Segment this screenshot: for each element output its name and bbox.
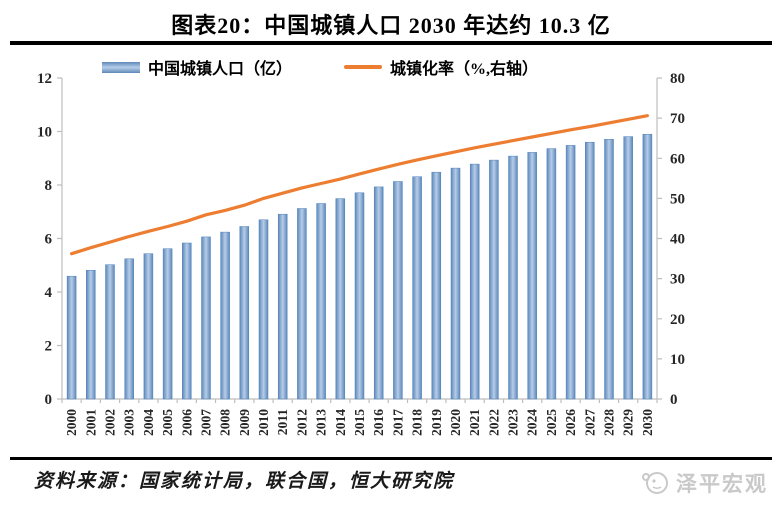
population-bar-2014 [335,198,346,400]
legend-item-urbanization: 城镇化率（%,右轴） [344,55,538,79]
population-bar-2007 [201,236,211,400]
right-axis-tick-label: 50 [670,191,685,207]
population-bar-2010 [258,219,269,400]
year-label-2006: 2006 [179,409,194,436]
population-bar-2023 [508,155,518,400]
year-label-2018: 2018 [410,409,425,436]
population-bar-2006 [182,242,192,400]
chart-title: 图表20：中国城镇人口 2030 年达约 10.3 亿 [171,13,611,38]
population-bar-2004 [143,253,154,400]
watermark-text: 泽平宏观 [676,472,768,496]
line-series-swatch-icon [344,65,383,69]
year-label-2029: 2029 [621,409,636,436]
population-bar-2016 [373,186,384,400]
year-label-2020: 2020 [448,409,463,436]
population-bar-2017 [393,181,403,400]
year-label-2027: 2027 [582,409,597,436]
year-label-2028: 2028 [602,409,617,436]
population-bar-2015 [354,192,365,400]
year-label-2015: 2015 [352,409,367,436]
axes [57,77,662,403]
year-label-2005: 2005 [160,409,175,436]
year-label-2014: 2014 [333,409,348,436]
right-axis-tick-label: 80 [670,71,685,87]
population-bar-2011 [277,213,288,400]
legend-label-population: 中国城镇人口（亿） [148,61,293,78]
population-bar-2029 [623,136,633,400]
population-bar-2019 [431,171,442,400]
year-label-2010: 2010 [256,409,271,436]
year-label-2008: 2008 [218,409,233,436]
left-axis-tick-label: 10 [37,125,52,141]
bar-series-swatch-icon [102,61,140,73]
right-axis-tick-label: 40 [670,232,685,248]
left-axis-tick-label: 6 [45,232,53,248]
population-bar-2009 [239,226,250,400]
population-bar-2002 [105,264,115,400]
right-axis-tick-label: 60 [670,151,685,167]
population-bar-2018 [412,176,422,400]
chart-legend: 中国城镇人口（亿） 城镇化率（%,右轴） [0,55,782,79]
year-label-2012: 2012 [294,409,309,436]
year-label-2016: 2016 [371,409,386,436]
year-label-2022: 2022 [486,409,501,436]
year-label-2000: 2000 [64,409,79,436]
population-bar-2028 [604,139,614,400]
year-label-2019: 2019 [429,409,444,436]
left-axis-tick-label: 12 [37,71,52,87]
population-bar-2012 [297,208,307,400]
year-label-2017: 2017 [390,409,405,436]
left-axis-tick-label: 8 [45,178,53,194]
year-label-2021: 2021 [467,409,482,436]
year-label-2009: 2009 [237,409,252,436]
population-bar-2000 [66,275,77,400]
urbanization-rate-line [70,114,649,256]
year-label-2023: 2023 [506,409,521,436]
legend-item-population: 中国城镇人口（亿） [102,55,292,79]
population-bar-2001 [86,270,96,400]
year-label-2004: 2004 [141,409,156,436]
population-bar-2005 [162,248,173,400]
year-label-2030: 2030 [640,409,655,436]
population-bar-2003 [124,258,134,400]
year-label-2003: 2003 [122,409,137,436]
watermark: 泽平宏观 [640,468,768,498]
year-label-2011: 2011 [275,409,290,436]
population-bar-2027 [585,141,595,400]
legend-label-urbanization: 城镇化率（%,右轴） [390,61,539,78]
year-label-2001: 2001 [83,409,98,436]
title-divider [10,41,772,45]
right-axis-tick-label: 20 [670,312,685,328]
population-bar-2026 [565,145,576,400]
population-bar-2021 [469,163,480,400]
population-bar-2013 [316,203,326,400]
population-bar-2024 [527,152,537,400]
population-bar-2020 [450,167,461,400]
source-note: 资料来源：国家统计局，联合国，恒大研究院 [34,471,455,492]
left-axis-tick-label: 2 [45,339,53,355]
panda-logo-icon [642,472,668,494]
right-axis-tick-label: 10 [670,352,685,368]
year-label-2026: 2026 [563,409,578,436]
year-label-2013: 2013 [314,409,329,436]
population-bar-2025 [546,148,557,400]
population-bar-2022 [489,159,499,400]
left-axis-tick-label: 0 [45,392,53,408]
left-axis-tick-label: 4 [45,285,53,301]
year-label-2002: 2002 [103,409,118,436]
population-bar-2008 [220,231,230,400]
right-axis-tick-label: 30 [670,272,685,288]
year-label-2007: 2007 [199,409,214,436]
right-axis-tick-label: 70 [670,111,685,127]
right-axis-tick-label: 0 [670,392,678,408]
year-label-2024: 2024 [525,409,540,436]
year-label-2025: 2025 [544,409,559,436]
population-bar-2030 [642,133,653,400]
footer-divider [10,457,772,460]
